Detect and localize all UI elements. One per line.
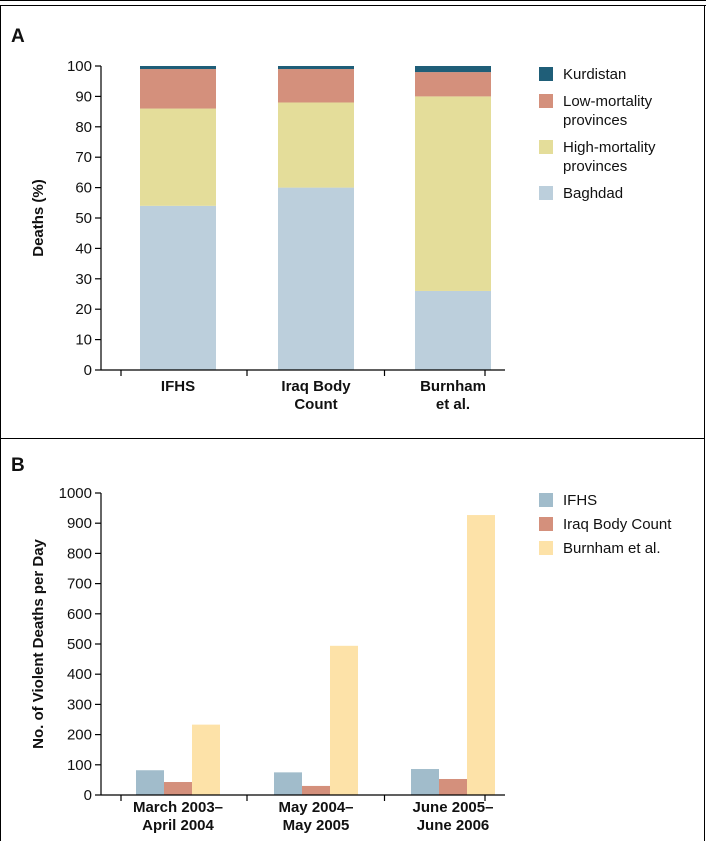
category-label-a: IFHS: [161, 378, 195, 395]
y-tick-label-a: 100: [67, 58, 92, 75]
legend-label-b: IFHS: [563, 492, 598, 509]
legend-swatch-b: [539, 517, 553, 531]
category-label-a: Iraq Body: [281, 378, 351, 395]
category-label-b: June 2005–: [413, 799, 494, 816]
bar-a-low-mortality-provinces-0: [140, 69, 216, 109]
legend-item-b: Iraq Body Count: [539, 515, 706, 534]
legend-item-a: Low-mortality provinces: [539, 92, 706, 130]
bar-a-high-mortality-provinces-1: [278, 102, 354, 188]
bar-a-low-mortality-provinces-2: [415, 72, 491, 97]
bar-a-kurdistan-0: [140, 66, 216, 70]
y-tick-label-b: 1000: [59, 485, 92, 502]
bar-b-burnham-et-al--2: [467, 515, 495, 795]
y-tick-label-b: 0: [84, 787, 92, 804]
legend-item-a: Kurdistan: [539, 65, 706, 84]
bar-a-kurdistan-1: [278, 66, 354, 70]
category-label-b: May 2004–: [278, 799, 353, 816]
legend-swatch-b: [539, 541, 553, 555]
legend-label-a: Low-mortality provinces: [563, 93, 653, 129]
y-tick-label-a: 0: [84, 362, 92, 379]
top-rule-secondary: [0, 5, 706, 6]
bar-a-baghdad-0: [140, 205, 216, 370]
legend-swatch-a: [539, 67, 553, 81]
y-tick-label-a: 40: [75, 240, 92, 257]
panel-a-letter: A: [11, 26, 25, 47]
bar-b-ifhs-1: [274, 772, 302, 795]
y-tick-label-b: 200: [67, 727, 92, 744]
bar-b-iraq-body-count-1: [302, 785, 330, 795]
category-label-b: March 2003–: [133, 799, 223, 816]
legend-label-a: High-mortality provinces: [563, 139, 656, 175]
bar-a-baghdad-1: [278, 187, 354, 370]
legend-label-a: Baghdad: [563, 185, 624, 202]
y-axis-title-b: No. of Violent Deaths per Day: [30, 538, 47, 748]
panel-a: A 0 10 20 30 40 50 60 70 80 90 100 IFHS Iraq Body Cou…: [0, 6, 705, 439]
y-tick-label-a: 20: [75, 301, 92, 318]
bar-a-low-mortality-provinces-1: [278, 69, 354, 103]
y-tick-label-a: 90: [75, 88, 92, 105]
legend-swatch-b: [539, 493, 553, 507]
y-tick-label-b: 900: [67, 515, 92, 532]
y-axis-title-a: Deaths (%): [30, 179, 47, 257]
category-label-a: et al.: [436, 396, 470, 413]
legend-label-b: Iraq Body Count: [563, 516, 672, 533]
panel-b: B 0 100 200 300 400 500 600 700 800 900 1000 March …: [0, 439, 705, 841]
top-rule: [0, 0, 706, 1]
category-label-b: May 2005: [283, 817, 350, 834]
y-tick-label-b: 600: [67, 606, 92, 623]
legend-item-a: Baghdad: [539, 184, 706, 203]
y-tick-label-b: 500: [67, 636, 92, 653]
bar-b-iraq-body-count-2: [439, 778, 467, 795]
bar-a-high-mortality-provinces-0: [140, 108, 216, 206]
y-tick-label-a: 60: [75, 180, 92, 197]
y-tick-label-b: 400: [67, 666, 92, 683]
y-tick-label-a: 10: [75, 332, 92, 349]
y-tick-label-a: 70: [75, 149, 92, 166]
bar-b-burnham-et-al--0: [192, 724, 220, 795]
y-tick-label-a: 30: [75, 271, 92, 288]
category-label-b: April 2004: [142, 817, 214, 834]
bar-a-high-mortality-provinces-2: [415, 96, 491, 291]
y-tick-label-a: 80: [75, 119, 92, 136]
y-tick-label-b: 800: [67, 545, 92, 562]
legend-swatch-a: [539, 94, 553, 108]
y-tick-label-b: 300: [67, 696, 92, 713]
category-label-a: Burnham: [420, 378, 486, 395]
bar-a-kurdistan-2: [415, 66, 491, 73]
bar-b-ifhs-2: [411, 769, 439, 795]
bar-b-iraq-body-count-0: [164, 782, 192, 795]
bar-b-burnham-et-al--1: [330, 645, 358, 795]
legend-label-b: Burnham et al.: [563, 540, 661, 557]
category-label-a: Count: [294, 396, 337, 413]
y-tick-label-b: 700: [67, 576, 92, 593]
legend-item-a: High-mortality provinces: [539, 138, 706, 176]
panel-b-letter: B: [11, 455, 25, 476]
chart-b-svg: 0 100 200 300 400 500 600 700 800 900 1000 March 20…: [30, 485, 505, 834]
y-tick-label-b: 100: [67, 757, 92, 774]
legend-label-a: Kurdistan: [563, 66, 627, 83]
chart-a-svg: 0 10 20 30 40 50 60 70 80 90 100 IFHS Iraq BodyCount…: [30, 58, 505, 413]
legend-item-b: Burnham et al.: [539, 539, 706, 558]
bar-b-ifhs-0: [136, 770, 164, 795]
bar-a-baghdad-2: [415, 290, 491, 370]
legend-swatch-a: [539, 140, 553, 154]
legend-item-b: IFHS: [539, 491, 706, 510]
legend-swatch-a: [539, 186, 553, 200]
y-tick-label-a: 50: [75, 210, 92, 227]
category-label-b: June 2006: [417, 817, 490, 834]
